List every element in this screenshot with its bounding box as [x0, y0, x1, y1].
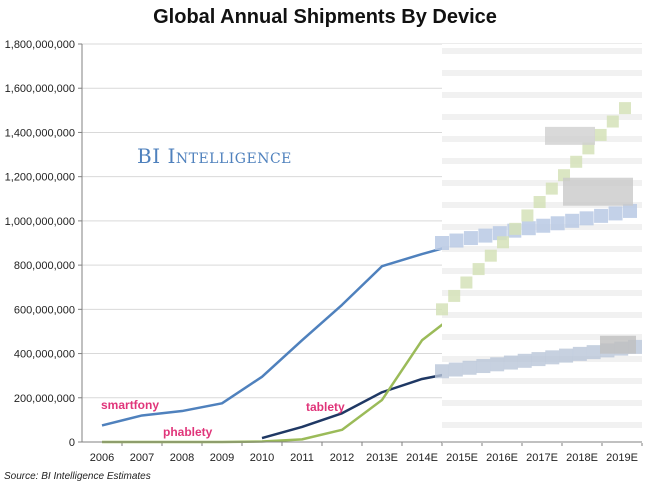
pixel-block [509, 222, 522, 235]
pixelated-region [435, 44, 650, 443]
pixel-band [442, 114, 642, 120]
y-tick-label: 1,000,000,000 [5, 216, 75, 228]
pixel-block [435, 364, 449, 379]
pixel-block [536, 218, 551, 233]
pixel-block [460, 276, 473, 289]
pixel-block [572, 346, 587, 361]
pixel-band [442, 378, 642, 384]
pixel-block [448, 362, 463, 377]
pixel-band [442, 180, 642, 186]
pixel-band [442, 136, 642, 142]
pixel-block [559, 348, 574, 363]
pixel-band [442, 246, 642, 252]
watermark-rest: Intelligence [167, 144, 292, 168]
pixel-block [623, 203, 637, 218]
x-tick-label: 2008 [170, 452, 194, 464]
pixel-block [608, 206, 623, 221]
pixel-block [586, 345, 601, 360]
source-note: Source: BI Intelligence Estimates [4, 471, 151, 482]
pixel-block [463, 231, 478, 246]
y-tick-label: 800,000,000 [14, 260, 75, 272]
pixel-block [594, 208, 609, 223]
pixel-band [442, 400, 642, 406]
pixel-block [497, 236, 509, 249]
x-axis-ticks: 2006 2007 2008 2009 2010 2011 2012 2013E 2014E 20… [90, 442, 643, 464]
pixel-block [619, 102, 631, 115]
x-tick-label: 2014E [406, 452, 438, 464]
pixel-block [582, 142, 595, 155]
y-axis-ticks: 0 200,000,000 400,000,000 600,000,000 800,00… [5, 39, 82, 449]
x-tick-label: 2006 [90, 452, 114, 464]
y-tick-label: 400,000,000 [14, 349, 75, 361]
y-tick-label: 200,000,000 [14, 393, 75, 405]
pixel-block [462, 360, 477, 375]
pixel-block [545, 182, 558, 195]
pixel-block [594, 128, 607, 141]
pixel-band [442, 48, 642, 54]
chart-title: Global Annual Shipments By Device [153, 6, 497, 28]
pixel-block [478, 228, 493, 243]
pixel-band [442, 158, 642, 164]
y-tick-label: 1,200,000,000 [5, 172, 75, 184]
y-tick-label: 0 [69, 437, 75, 449]
pixel-block [545, 126, 595, 145]
series-line-phablety [102, 308, 463, 444]
x-tick-label: 2010 [250, 452, 274, 464]
x-tick-label: 2013E [366, 452, 398, 464]
pixel-block [484, 249, 497, 262]
pixel-block [517, 353, 532, 368]
pixel-block [570, 155, 583, 168]
x-tick-label: 2016E [486, 452, 518, 464]
x-tick-label: 2018E [566, 452, 598, 464]
x-tick-label: 2015E [446, 452, 478, 464]
series-line-tablety [261, 370, 463, 440]
x-tick-label: 2007 [130, 452, 154, 464]
pixel-band [442, 268, 642, 274]
pixel-block [600, 335, 636, 354]
series-line-smartfony [101, 241, 463, 427]
x-tick-label: 2011 [290, 452, 314, 464]
pixel-block [521, 209, 534, 222]
pixel-block [436, 303, 448, 316]
pixel-block [606, 115, 619, 128]
pixel-block [503, 355, 518, 370]
pixel-block [545, 350, 560, 365]
pixel-band [442, 422, 642, 428]
pixel-block [448, 289, 461, 302]
series-label-phablety: phablety [163, 425, 213, 439]
series-label-smartfony: smartfony [101, 398, 160, 412]
pixel-block [533, 196, 546, 209]
pixel-block [476, 359, 491, 374]
pixel-block [579, 211, 594, 226]
y-tick-label: 1,600,000,000 [5, 83, 75, 95]
pixel-block [550, 216, 565, 231]
pixel-block [563, 177, 633, 206]
series-lines [101, 241, 463, 444]
y-tick-label: 600,000,000 [14, 304, 75, 316]
x-tick-label: 2017E [526, 452, 558, 464]
bi-intelligence-watermark: BI Intelligence [137, 144, 292, 168]
pixel-band [442, 334, 642, 340]
y-tick-label: 1,800,000,000 [5, 39, 75, 51]
pixel-block [472, 263, 485, 276]
pixel-band [442, 290, 642, 296]
pixel-band [442, 70, 642, 76]
watermark-first: BI [137, 144, 161, 168]
pixel-band [442, 92, 642, 98]
pixel-block [435, 236, 449, 250]
x-tick-label: 2019E [606, 452, 638, 464]
pixel-block [449, 233, 464, 248]
y-tick-label: 1,400,000,000 [5, 127, 75, 139]
series-label-tablety: tablety [306, 400, 345, 414]
pixel-block [531, 352, 546, 367]
pixel-block [565, 213, 580, 228]
x-tick-label: 2009 [210, 452, 234, 464]
pixel-block [490, 357, 505, 372]
pixel-block [521, 221, 536, 236]
pixel-band [442, 312, 642, 318]
x-tick-label: 2012 [330, 452, 354, 464]
